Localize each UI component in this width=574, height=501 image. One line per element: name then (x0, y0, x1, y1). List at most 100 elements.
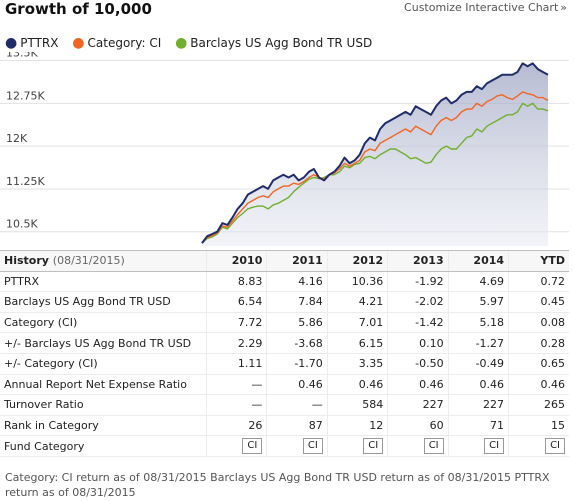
table-row: PTTRX 8.83 4.16 10.36 -1.92 4.69 0.72 (0, 271, 569, 293)
table-cell: -2.02 (387, 291, 449, 313)
table-cell: 0.46 (447, 374, 509, 396)
legend-label: Category: CI (87, 36, 162, 50)
row-label: Rank in Category (0, 415, 207, 437)
legend-item-pttrx[interactable]: ● PTTRX (5, 35, 58, 51)
year-header: 2014 (447, 250, 509, 272)
table-cell: 584 (326, 394, 388, 416)
table-cell: 0.65 (508, 353, 569, 375)
table-cell: 227 (447, 394, 509, 416)
table-cell: 26 (205, 415, 267, 437)
row-label: PTTRX (0, 271, 207, 293)
table-cell: 0.08 (508, 312, 569, 334)
fund-category-badge[interactable]: CI (302, 438, 323, 455)
table-cell: 2.29 (205, 332, 267, 354)
table-cell: CI (326, 435, 388, 457)
year-header: 2012 (326, 250, 388, 272)
legend-item-benchmark[interactable]: ● Barclays US Agg Bond TR USD (175, 35, 372, 51)
table-cell: 4.21 (326, 291, 388, 313)
table-row: Annual Report Net Expense Ratio — 0.46 0… (0, 374, 569, 396)
growth-chart[interactable]: 10.5K 11.25K 12K 12.75K 13.5K (0, 52, 574, 246)
table-cell: 0.46 (326, 374, 388, 396)
table-cell: CI (387, 435, 449, 457)
year-header: 2011 (266, 250, 328, 272)
y-tick-label: 10.5K (6, 218, 38, 231)
table-cell: -1.92 (387, 271, 449, 293)
table-cell: 6.54 (205, 291, 267, 313)
table-cell: CI (266, 435, 328, 457)
table-cell: 6.15 (326, 332, 388, 354)
series-line-benchmark (201, 102, 549, 244)
year-header: 2013 (387, 250, 449, 272)
table-cell: -1.27 (447, 332, 509, 354)
chart-title: Growth of 10,000 (5, 0, 152, 18)
table-cell: 71 (447, 415, 509, 437)
table-cell: 0.45 (508, 291, 569, 313)
table-cell: 0.46 (508, 374, 569, 396)
table-cell: 7.72 (205, 312, 267, 334)
growth-area (202, 63, 548, 246)
growth-chart-svg: 10.5K 11.25K 12K 12.75K 13.5K (0, 52, 569, 246)
table-cell: 87 (266, 415, 328, 437)
chart-header: Growth of 10,000 Customize Interactive C… (5, 0, 569, 20)
table-cell: 265 (508, 394, 569, 416)
table-row: Turnover Ratio — — 584 227 227 265 (0, 394, 569, 416)
history-table: History (08/31/2015) 2010 2011 2012 2013… (0, 250, 569, 457)
table-row: +/- Category (CI) 1.11 -1.70 3.35 -0.50 … (0, 353, 569, 375)
legend-dot-icon: ● (72, 35, 85, 51)
row-label: Fund Category (0, 435, 207, 457)
year-header: YTD (508, 250, 569, 272)
table-cell: -0.50 (387, 353, 449, 375)
legend-item-category[interactable]: ● Category: CI (72, 35, 161, 51)
double-chevron-right-icon[interactable]: » (560, 1, 567, 14)
table-cell: 4.16 (266, 271, 328, 293)
table-cell: -1.70 (266, 353, 328, 375)
legend-dot-icon: ● (175, 35, 188, 51)
table-cell: CI (205, 435, 267, 457)
table-row: Rank in Category 26 87 12 60 71 15 (0, 415, 569, 437)
customize-chart-label[interactable]: Customize Interactive Chart (404, 1, 559, 14)
table-cell: 227 (387, 394, 449, 416)
row-label: Annual Report Net Expense Ratio (0, 374, 207, 396)
table-cell: 7.84 (266, 291, 328, 313)
legend-dot-icon: ● (5, 35, 18, 51)
table-cell: 3.35 (326, 353, 388, 375)
y-tick-label: 12.75K (6, 89, 45, 102)
table-cell: 5.18 (447, 312, 509, 334)
table-cell: 60 (387, 415, 449, 437)
table-cell: CI (447, 435, 509, 457)
history-header-label: History (08/31/2015) (0, 250, 207, 272)
table-cell: 0.46 (387, 374, 449, 396)
legend-label: PTTRX (20, 36, 59, 50)
table-cell: 0.46 (266, 374, 328, 396)
table-cell: 15 (508, 415, 569, 437)
table-cell: -3.68 (266, 332, 328, 354)
table-cell: 1.11 (205, 353, 267, 375)
fund-category-badge[interactable]: CI (242, 438, 263, 455)
fund-category-badge[interactable]: CI (484, 438, 505, 455)
row-label: +/- Barclays US Agg Bond TR USD (0, 332, 207, 354)
table-cell: — (266, 394, 328, 416)
fund-category-badge[interactable]: CI (545, 438, 565, 455)
fund-category-badge[interactable]: CI (363, 438, 384, 455)
table-row-fund-category: Fund Category CI CI CI CI CI CI (0, 435, 569, 457)
table-cell: 5.97 (447, 291, 509, 313)
y-tick-label: 11.25K (6, 175, 45, 188)
row-label: Turnover Ratio (0, 394, 207, 416)
y-tick-label: 13.5K (6, 52, 38, 60)
series-line-pttrx (201, 62, 549, 244)
table-cell: -1.42 (387, 312, 449, 334)
table-row: Category (CI) 7.72 5.86 7.01 -1.42 5.18 … (0, 312, 569, 334)
history-header-row: History (08/31/2015) 2010 2011 2012 2013… (0, 250, 569, 272)
history-as-of: (08/31/2015) (52, 254, 125, 268)
table-cell: 4.69 (447, 271, 509, 293)
table-cell: 7.01 (326, 312, 388, 334)
table-cell: 0.72 (508, 271, 569, 293)
row-label: +/- Category (CI) (0, 353, 207, 375)
table-cell: 5.86 (266, 312, 328, 334)
table-cell: 8.83 (205, 271, 267, 293)
chart-legend: ● PTTRX ● Category: CI ● Barclays US Agg Bo… (5, 35, 382, 51)
history-title: History (4, 254, 49, 268)
customize-chart-link[interactable]: Customize Interactive Chart» (404, 1, 567, 15)
legend-label: Barclays US Agg Bond TR USD (190, 36, 373, 50)
fund-category-badge[interactable]: CI (423, 438, 444, 455)
